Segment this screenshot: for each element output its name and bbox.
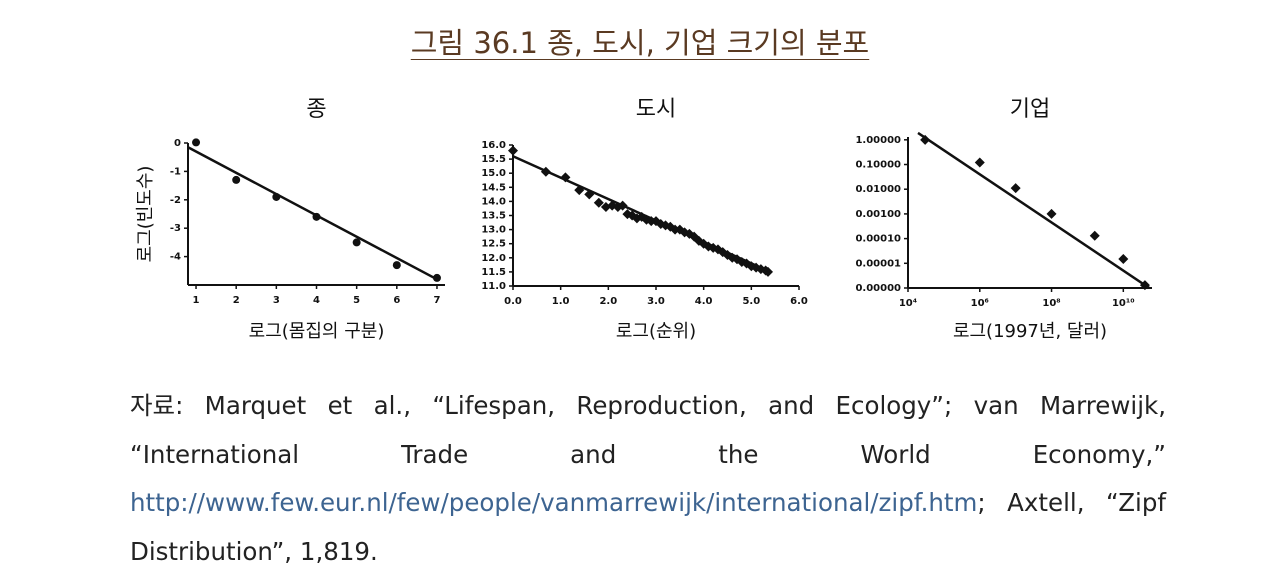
point xyxy=(1118,253,1129,264)
y-tick-label: 15.5 xyxy=(481,154,506,165)
y-tick-label: 1.00000 xyxy=(855,135,901,146)
y-tick-label: 14.0 xyxy=(481,196,506,207)
x-tick-label: 5 xyxy=(353,295,360,306)
source-text: 자료: Marquet et al., “Lifespan, Reproduct… xyxy=(130,391,1166,469)
point xyxy=(508,145,518,156)
source-url[interactable]: http://www.few.eur.nl/few/people/vanmarr… xyxy=(130,488,978,517)
y-tick-label: -3 xyxy=(170,223,181,234)
point xyxy=(192,138,201,147)
point xyxy=(1089,230,1100,241)
y-tick-label: 0.00100 xyxy=(855,209,901,220)
x-tick-label: 5.0 xyxy=(742,296,760,307)
fit-line xyxy=(917,131,1151,290)
x-tick-label: 10⁶ xyxy=(971,298,989,309)
point xyxy=(974,157,985,168)
x-tick-label: 7 xyxy=(433,295,440,306)
y-tick-label: -4 xyxy=(170,252,181,263)
y-tick-label: 11.5 xyxy=(481,267,506,278)
y-tick-label: 15.0 xyxy=(481,168,506,179)
y-tick-label: 0.00001 xyxy=(855,258,901,269)
fit-line xyxy=(512,155,771,274)
y-tick-label: 0.00010 xyxy=(855,234,901,245)
y-tick-label: 14.5 xyxy=(481,182,506,193)
x-tick-label: 3 xyxy=(273,295,280,306)
x-tick-label: 2.0 xyxy=(599,296,617,307)
figure-title: 그림 36.1 종, 도시, 기업 크기의 분포 xyxy=(410,26,870,60)
y-tick-label: -1 xyxy=(170,166,181,177)
y-tick-label: 0.01000 xyxy=(855,184,901,195)
x-tick-label: 6.0 xyxy=(790,296,808,307)
fit-line xyxy=(187,146,438,281)
chart-title: 기업 xyxy=(1010,97,1050,122)
chart-title: 종 xyxy=(306,97,326,122)
y-axis-label: 로그(빈도수) xyxy=(135,166,156,263)
y-tick-label: 0.10000 xyxy=(855,160,901,171)
point xyxy=(1010,183,1021,194)
point xyxy=(432,273,441,282)
y-tick-label: -2 xyxy=(170,195,181,206)
y-tick-label: 0 xyxy=(174,138,181,149)
caption: 자료: Marquet et al., “Lifespan, Reproduct… xyxy=(130,382,1166,576)
point xyxy=(392,261,401,270)
x-tick-label: 1 xyxy=(193,295,200,306)
point xyxy=(232,175,241,184)
x-tick-label: 10¹⁰ xyxy=(1112,298,1135,309)
x-tick-label: 10⁸ xyxy=(1042,298,1060,309)
y-tick-label: 13.0 xyxy=(481,225,506,236)
x-tick-label: 0.0 xyxy=(504,296,522,307)
x-tick-label: 4.0 xyxy=(695,296,713,307)
x-tick-label: 2 xyxy=(233,295,240,306)
x-tick-label: 10⁴ xyxy=(899,298,917,309)
y-tick-label: 11.0 xyxy=(481,281,506,292)
point xyxy=(593,197,604,208)
y-tick-label: 0.00000 xyxy=(855,283,901,294)
x-tick-label: 4 xyxy=(313,295,320,306)
x-tick-label: 6 xyxy=(393,295,400,306)
point xyxy=(352,238,361,247)
y-tick-label: 12.0 xyxy=(481,253,506,264)
source-rest: ; Axtell, “Zipf Distribution”, 1,819. xyxy=(130,488,1166,566)
chart-title: 도시 xyxy=(636,97,676,122)
point xyxy=(1046,208,1057,219)
y-tick-label: 16.0 xyxy=(481,140,506,151)
x-axis-label: 로그(1997년, 달러) xyxy=(953,321,1107,342)
x-tick-label: 3.0 xyxy=(647,296,665,307)
y-tick-label: 13.5 xyxy=(481,211,506,222)
x-tick-label: 1.0 xyxy=(552,296,570,307)
x-axis-label: 로그(순위) xyxy=(616,321,696,342)
y-tick-label: 12.5 xyxy=(481,239,506,250)
x-axis-label: 로그(몸집의 구분) xyxy=(249,321,385,342)
charts: 종로그(몸집의 구분) 로그(빈도수) 1 2 3 4 5 6 7 0 -1 -2 -3 -4 도시로그(순… xyxy=(135,97,1152,342)
figure-title-box: 그림 36.1 종, 도시, 기업 크기의 분포 xyxy=(0,20,1280,62)
